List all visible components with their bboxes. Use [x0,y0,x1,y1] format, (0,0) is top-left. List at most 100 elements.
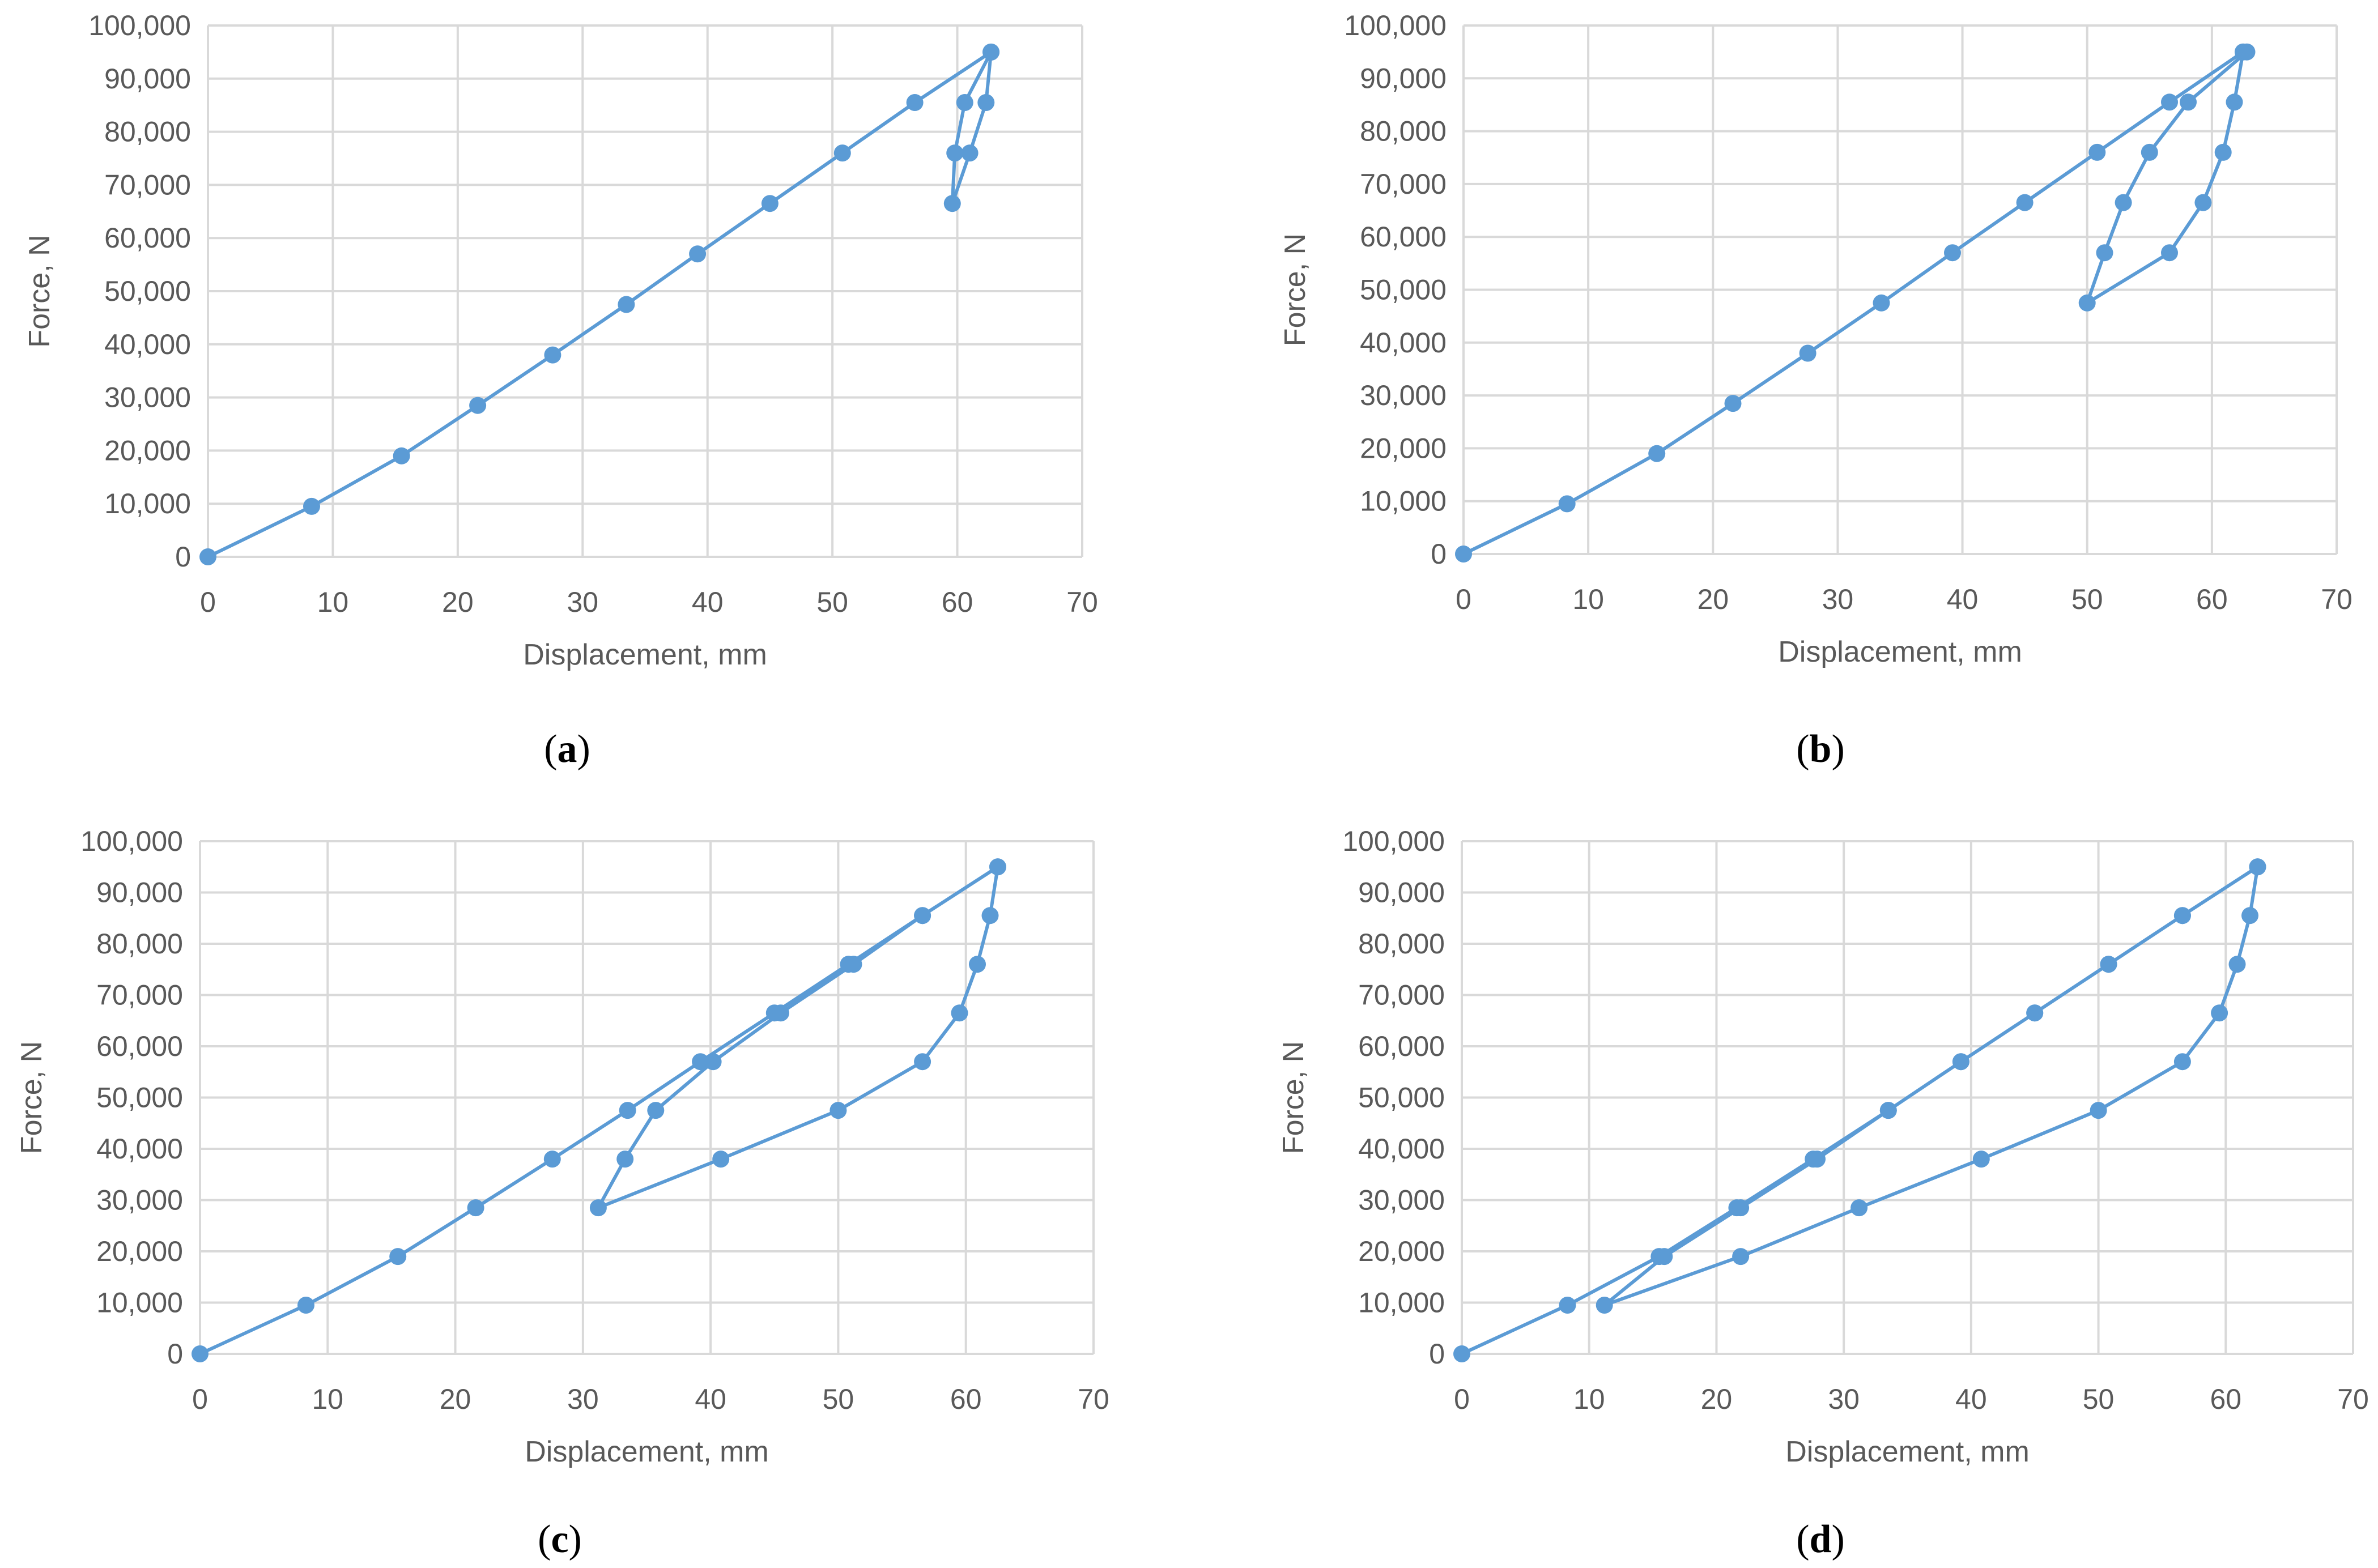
x-tick-label: 60 [950,1383,982,1415]
data-point [689,245,707,263]
data-point [951,1004,968,1022]
y-tick-label: 30,000 [96,1184,183,1216]
data-point [389,1248,407,1266]
y-tick-label: 60,000 [96,1030,183,1062]
data-point [589,1199,607,1217]
data-point [2161,93,2178,111]
data-point [1453,1345,1470,1362]
x-tick-label: 50 [816,586,848,618]
x-tick-label: 30 [567,586,598,618]
x-tick-label: 40 [692,586,724,618]
y-axis-title: Force, N [23,235,56,347]
data-point [2016,194,2034,211]
y-tick-label: 40,000 [1358,1133,1445,1165]
y-tick-label: 20,000 [104,434,191,466]
data-point [2228,956,2246,973]
y-tick-label: 60,000 [1358,1030,1445,1062]
x-tick-label: 50 [2083,1383,2115,1415]
y-tick-label: 70,000 [104,169,191,201]
y-tick-label: 80,000 [1360,116,1447,147]
y-tick-label: 90,000 [1360,62,1447,94]
y-tick-label: 80,000 [1358,928,1445,960]
x-tick-label: 40 [695,1383,726,1415]
y-tick-label: 90,000 [96,877,183,909]
y-tick-label: 30,000 [104,382,191,414]
data-point [704,1053,722,1071]
data-point [2214,143,2232,161]
data-point [2211,1004,2228,1022]
data-point [982,43,1000,61]
data-point [833,144,851,162]
y-tick-label: 50,000 [96,1082,183,1114]
series-line [1462,50,2249,556]
data-point [829,1102,847,1119]
y-tick-label: 80,000 [96,928,183,960]
x-tick-label: 30 [1828,1383,1860,1415]
data-point [2249,858,2266,876]
data-point [467,1199,484,1217]
y-tick-label: 100,000 [1342,825,1445,857]
y-tick-label: 0 [1431,538,1447,570]
x-tick-label: 70 [2321,583,2353,615]
y-axis-title: Force, N [1279,233,1312,346]
data-point [543,1151,561,1168]
data-point [2226,93,2243,111]
x-tick-label: 20 [442,586,474,618]
x-tick-label: 20 [440,1383,471,1415]
y-tick-label: 20,000 [1358,1235,1445,1267]
panel-caption: (b) [1796,727,1845,771]
data-point [845,956,862,973]
data-point [1879,1102,1897,1119]
data-point [1873,294,1890,312]
y-tick-label: 40,000 [1360,327,1447,359]
data-point [1944,244,1961,262]
y-tick-label: 50,000 [104,275,191,307]
y-tick-label: 0 [175,541,191,573]
data-point [2173,907,2191,924]
y-tick-label: 70,000 [1360,168,1447,200]
data-point [969,956,986,973]
panel-label: c [551,1518,568,1561]
data-point [1656,1248,1673,1266]
x-tick-label: 50 [823,1383,854,1415]
data-point [2096,244,2113,262]
data-point [946,144,964,162]
data-point [1732,1248,1750,1266]
x-axis-title: Displacement, mm [525,1435,769,1468]
data-point [1596,1297,1613,1314]
x-tick-label: 20 [1701,1383,1733,1415]
data-point [616,1151,634,1168]
data-point [1972,1151,1990,1168]
y-tick-label: 40,000 [104,329,191,360]
y-axis-title: Force, N [1277,1041,1310,1154]
y-tick-label: 10,000 [1360,485,1447,517]
data-point [914,1053,931,1071]
panel-label: a [558,727,577,771]
x-tick-label: 40 [1947,583,1979,615]
x-tick-label: 70 [2337,1383,2369,1415]
data-point [1732,1199,1750,1217]
data-point [2238,43,2256,61]
x-axis-title: Displacement, mm [1778,636,2022,668]
data-point [647,1102,665,1119]
x-tick-label: 0 [192,1383,208,1415]
y-tick-label: 100,000 [88,10,191,41]
y-tick-label: 20,000 [1360,432,1447,464]
data-point [761,195,779,212]
data-point [1648,445,1666,462]
data-point [1724,395,1742,412]
y-tick-label: 50,000 [1360,274,1447,306]
panel-caption: (c) [538,1518,582,1561]
x-tick-label: 30 [1822,583,1854,615]
data-point [1799,344,1817,362]
y-tick-label: 100,000 [80,825,183,857]
data-point [2088,143,2106,161]
y-axis-title: Force, N [15,1041,48,1154]
data-point [2026,1004,2044,1022]
data-point [1559,1297,1576,1314]
data-point [2100,956,2117,973]
data-point [1455,546,1472,563]
x-tick-label: 10 [312,1383,343,1415]
series-line [198,865,999,1356]
y-tick-label: 10,000 [1358,1287,1445,1319]
